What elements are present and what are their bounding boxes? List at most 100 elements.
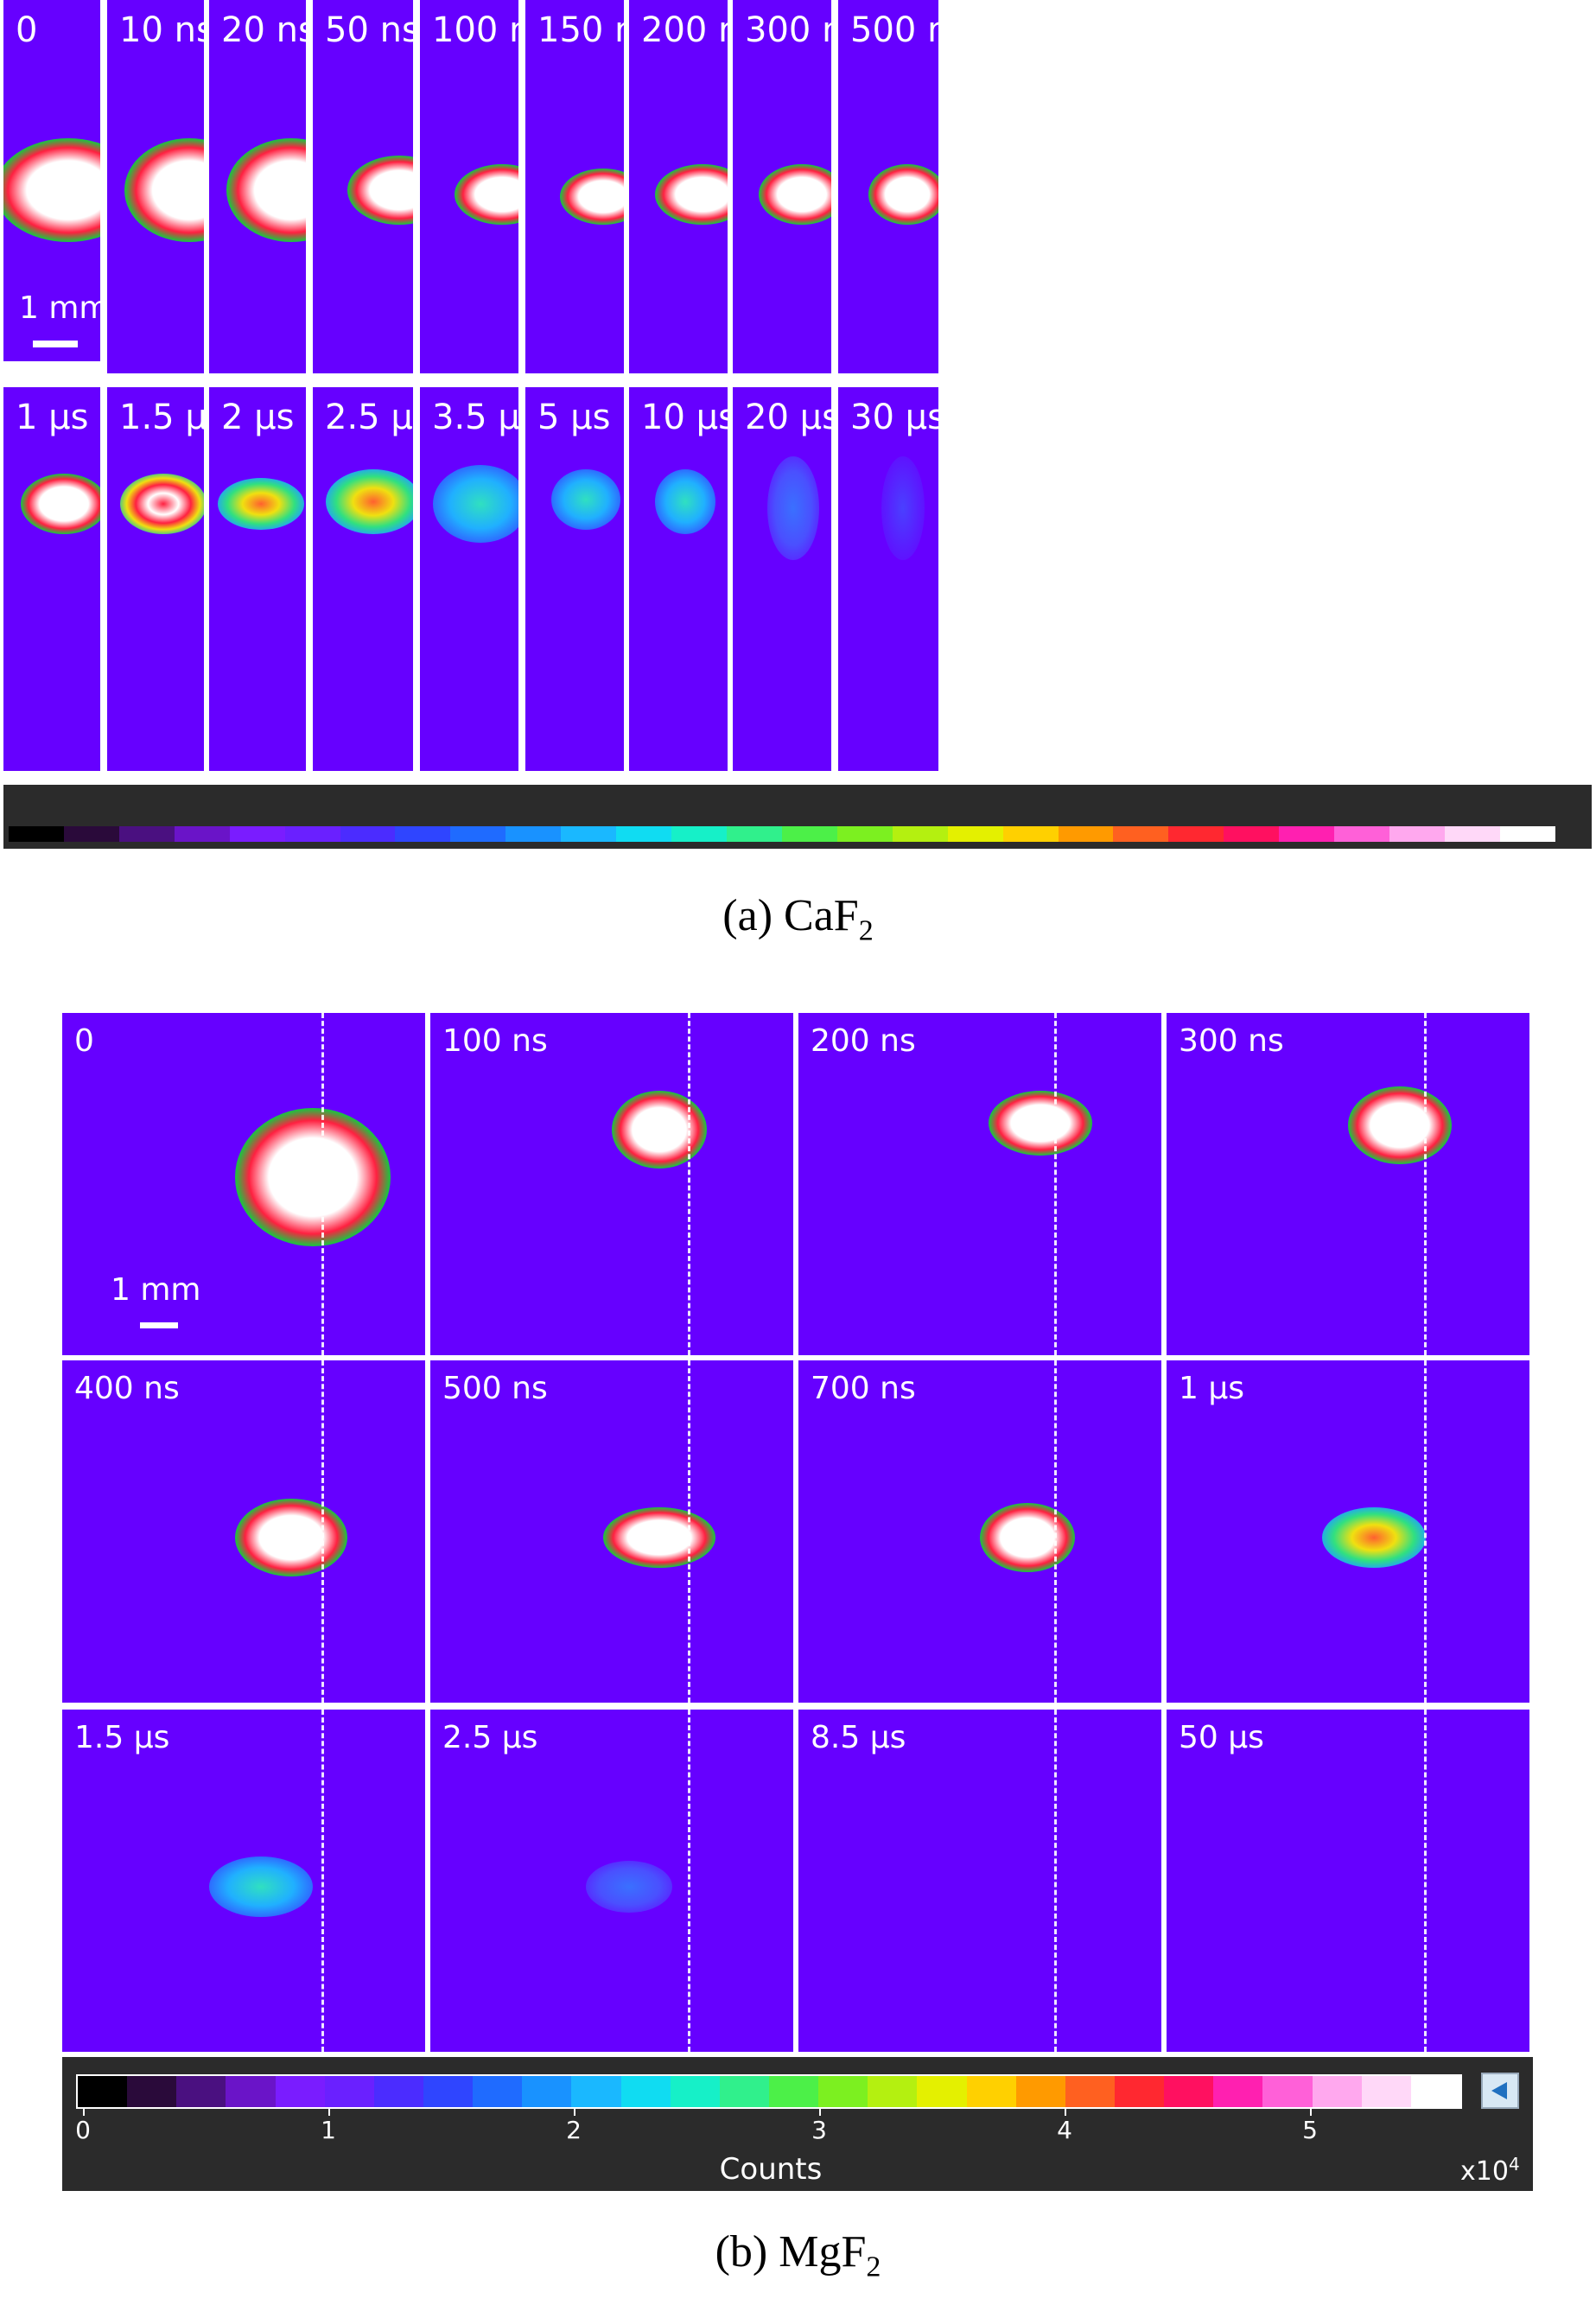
panel-a-caption: (a) CaF2 xyxy=(0,890,1596,947)
colorbar-swatch xyxy=(671,826,727,842)
colorbar-swatch xyxy=(966,2076,1016,2107)
image-frame: 8.5 µs xyxy=(798,1710,1161,2052)
colorbar-swatch xyxy=(373,2076,423,2107)
image-frame: 1 µs xyxy=(1167,1360,1529,1703)
image-frame: 200 ns xyxy=(798,1013,1161,1355)
colorbar-swatch xyxy=(275,2076,325,2107)
frame-time-label: 2.5 µs xyxy=(325,398,413,437)
image-frame: 20 ns xyxy=(209,0,306,373)
colorbar-swatch xyxy=(1213,2076,1263,2107)
colorbar-swatch xyxy=(127,2076,177,2107)
colorbar-multiplier-base: x10 xyxy=(1460,2156,1509,2187)
image-frame: 50 µs xyxy=(1167,1710,1529,2052)
colorbar-multiplier: x104 xyxy=(1460,2154,1520,2187)
frame-time-label: 50 µs xyxy=(1179,1720,1264,1755)
colorbar-swatch xyxy=(1444,826,1500,842)
colorbar-swatch xyxy=(1015,2076,1065,2107)
colorbar-swatch xyxy=(781,826,837,842)
reference-dashed-line xyxy=(321,1013,324,1355)
image-frame: 2.5 µs xyxy=(313,387,413,771)
image-frame: 400 ns xyxy=(62,1360,425,1703)
panel-b-caption: (b) MgF2 xyxy=(0,2226,1596,2283)
colorbar-swatch xyxy=(340,826,396,842)
image-frame: 2 µs xyxy=(209,387,306,771)
frame-time-label: 500 ns xyxy=(850,10,938,50)
image-frame: 200 ns xyxy=(629,0,728,373)
colorbar-tick-label: 3 xyxy=(811,2116,827,2144)
colorbar-swatch xyxy=(78,2076,128,2107)
colorbar-swatch xyxy=(670,2076,720,2107)
plasma-plume xyxy=(326,469,413,534)
panel-b-caption-subscript: 2 xyxy=(866,2251,881,2283)
plasma-plume xyxy=(759,164,831,225)
image-frame: 0 1 mm xyxy=(62,1013,425,1355)
plasma-plume xyxy=(433,465,518,543)
frame-time-label: 1 µs xyxy=(1179,1371,1245,1406)
colorbar-tick-mark xyxy=(1310,2107,1312,2116)
plasma-plume xyxy=(767,456,819,560)
plasma-plume xyxy=(3,138,100,242)
image-frame: 500 ns xyxy=(430,1360,793,1703)
image-frame: 150 ns xyxy=(525,0,624,373)
colorbar-swatch xyxy=(1164,2076,1214,2107)
scale-bar xyxy=(33,341,78,347)
colorbar-swatch xyxy=(818,2076,868,2107)
colorbar-swatch xyxy=(473,2076,523,2107)
reference-dashed-line xyxy=(321,1360,324,1703)
scale-bar xyxy=(140,1322,178,1328)
colorbar-swatch xyxy=(1334,826,1390,842)
reference-dashed-line xyxy=(1424,1710,1427,2052)
frame-time-label: 200 ns xyxy=(641,10,728,50)
colorbar-swatch xyxy=(1065,2076,1115,2107)
plasma-plume xyxy=(980,1503,1075,1572)
panel-a-caption-subscript: 2 xyxy=(858,914,874,947)
frame-time-label: 700 ns xyxy=(811,1371,916,1406)
colorbar-swatch xyxy=(1389,826,1445,842)
frame-time-label: 300 ns xyxy=(745,10,831,50)
colorbar-swatch xyxy=(1058,826,1114,842)
reference-dashed-line xyxy=(688,1360,690,1703)
plasma-plume xyxy=(560,169,624,225)
image-frame: 20 µs xyxy=(733,387,831,771)
image-frame: 700 ns xyxy=(798,1360,1161,1703)
colorbar-swatch xyxy=(1410,2076,1460,2107)
colorbar-swatch xyxy=(616,826,672,842)
frame-time-label: 400 ns xyxy=(74,1371,180,1406)
colorbar-tick-label: 4 xyxy=(1057,2116,1072,2144)
frame-time-label: 200 ns xyxy=(811,1023,916,1059)
colorbar-tick-mark xyxy=(819,2107,821,2116)
frame-time-label: 3.5 µs xyxy=(432,398,518,437)
colorbar-swatch xyxy=(450,826,506,842)
frame-time-label: 0 xyxy=(16,10,38,50)
colorbar-swatch xyxy=(1113,826,1169,842)
plasma-plume xyxy=(603,1507,715,1568)
reference-dashed-line xyxy=(321,1710,324,2052)
colorbar-swatch xyxy=(571,2076,621,2107)
colorbar-swatch xyxy=(892,826,948,842)
colorbar-swatch xyxy=(1499,826,1555,842)
plasma-plume xyxy=(347,156,413,225)
plasma-plume xyxy=(21,474,100,534)
frame-time-label: 2 µs xyxy=(221,398,295,437)
image-frame: 500 ns xyxy=(838,0,938,373)
plasma-plume xyxy=(655,164,728,225)
plasma-plume xyxy=(612,1091,707,1169)
image-frame: 0 1 mm xyxy=(3,0,100,361)
plasma-plume xyxy=(226,138,306,242)
frame-time-label: 20 µs xyxy=(745,398,831,437)
frame-time-label: 50 ns xyxy=(325,10,413,50)
image-frame: 1.5 µs xyxy=(62,1710,425,2052)
frame-time-label: 5 µs xyxy=(537,398,611,437)
colorbar-swatch xyxy=(506,826,562,842)
colorbar-tick-label: 1 xyxy=(321,2116,336,2144)
colorbar-swatch xyxy=(229,826,285,842)
panel-a-caption-text: (a) CaF xyxy=(722,891,859,940)
colorbar-swatch xyxy=(561,826,617,842)
colorbar-swatch xyxy=(917,2076,967,2107)
frame-time-label: 1.5 µs xyxy=(119,398,204,437)
colorbar-arrow-button[interactable] xyxy=(1481,2073,1519,2109)
frame-time-label: 300 ns xyxy=(1179,1023,1284,1059)
colorbar-swatch xyxy=(836,826,893,842)
plasma-plume xyxy=(868,164,938,225)
image-frame: 50 ns xyxy=(313,0,413,373)
